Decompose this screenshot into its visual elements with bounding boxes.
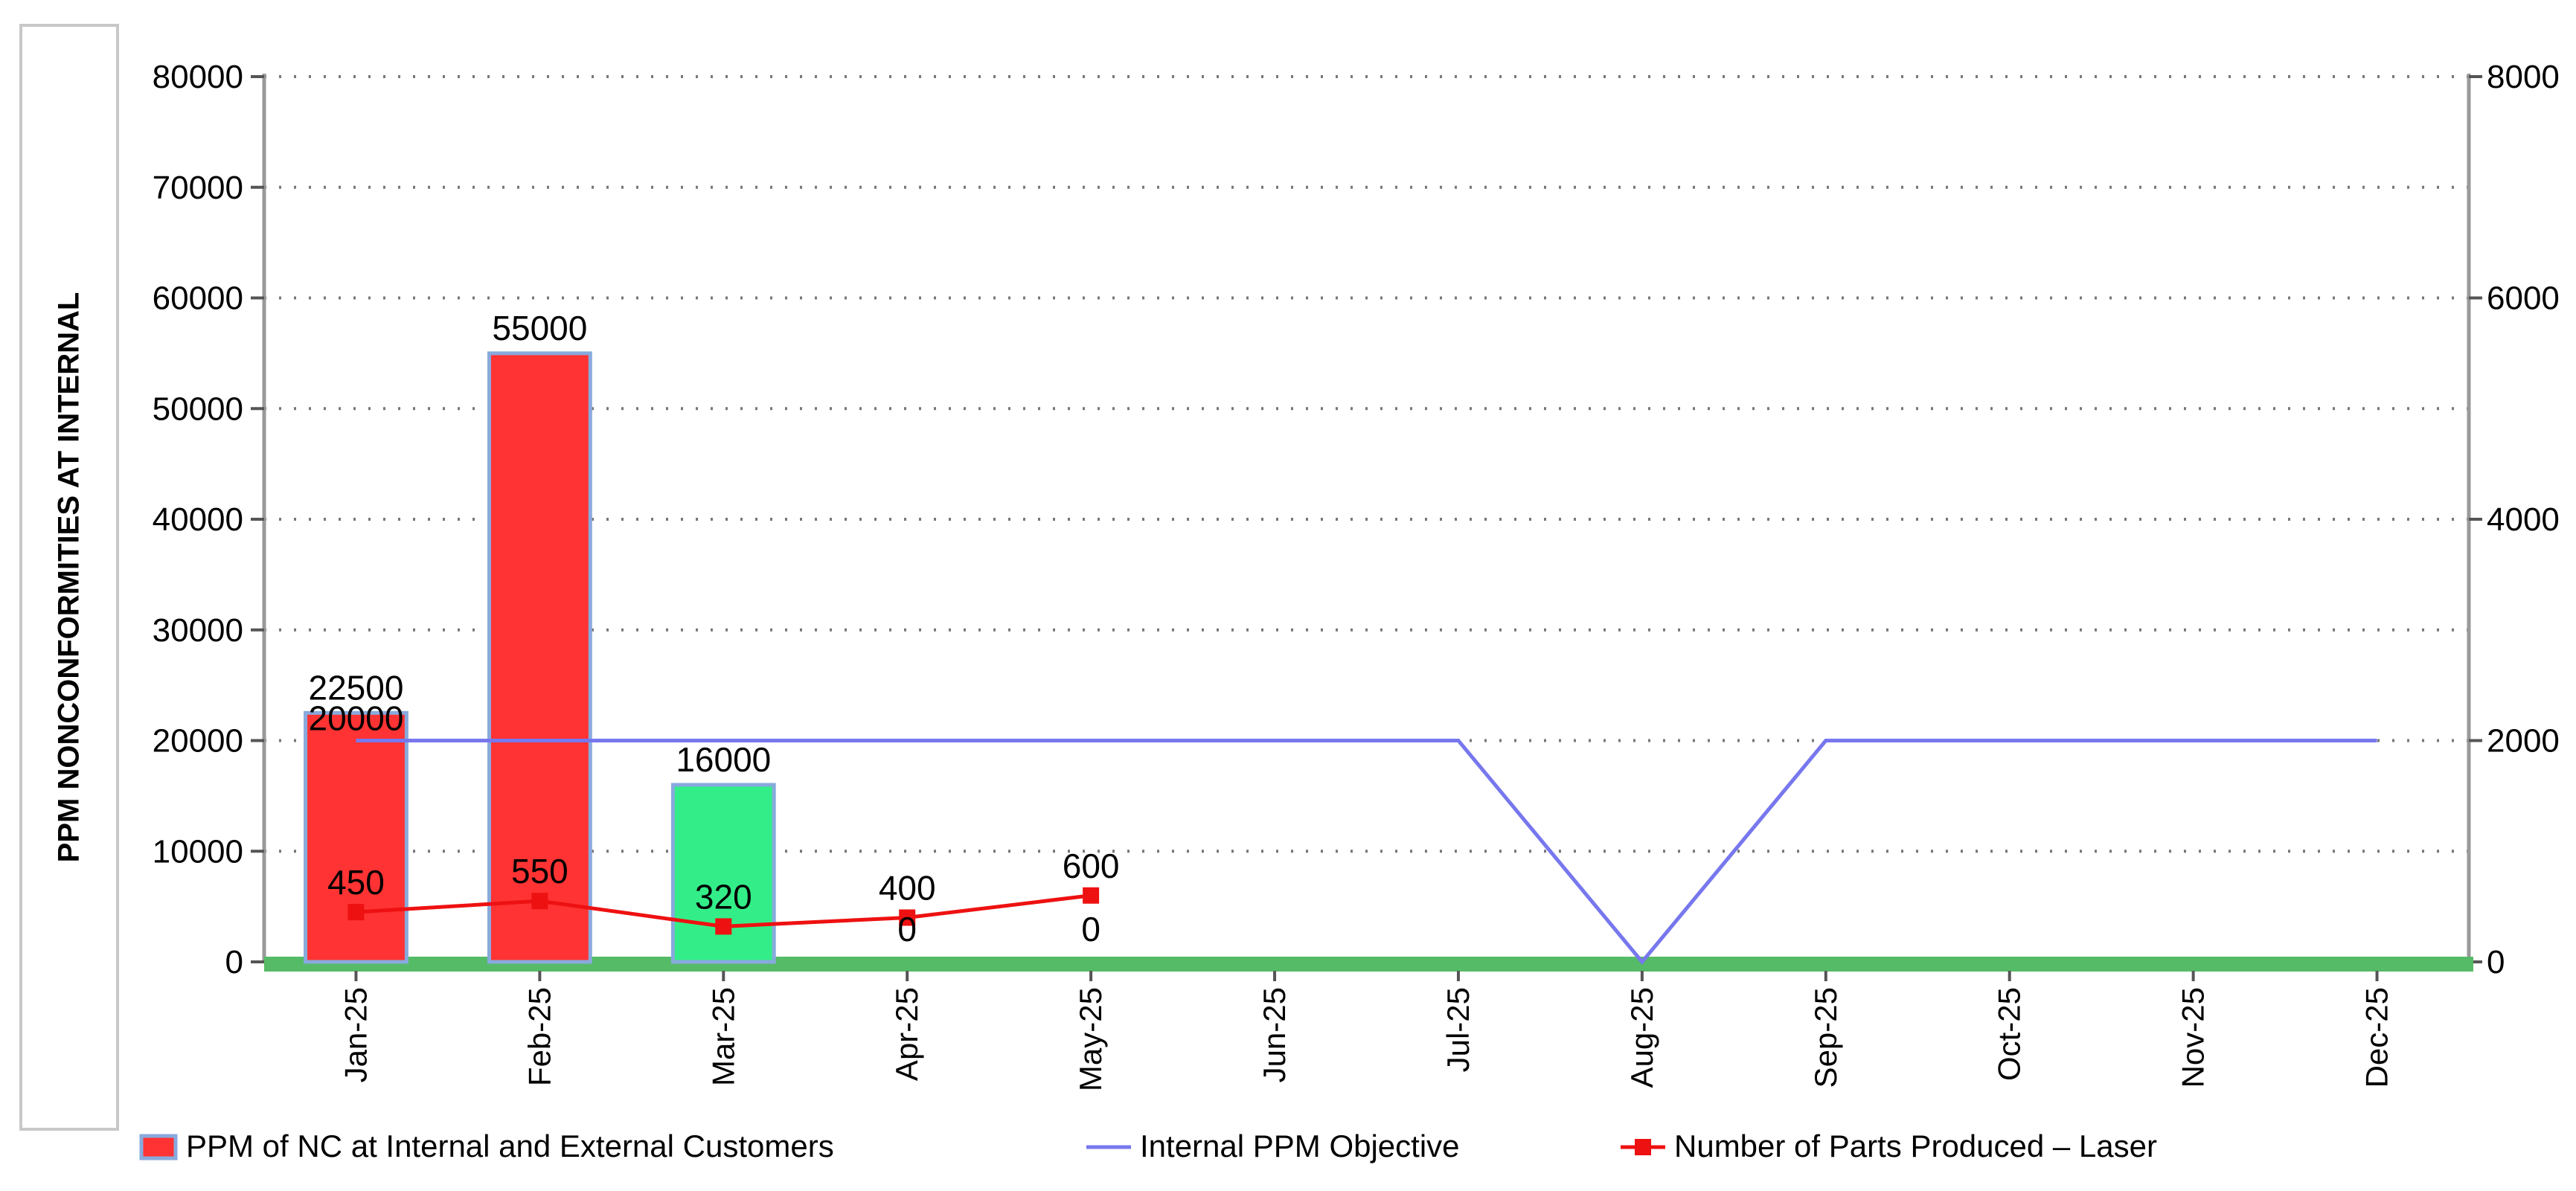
bar <box>487 351 592 964</box>
left-tick-label: 70000 <box>153 170 243 206</box>
left-tick-label: 0 <box>225 944 243 980</box>
parts-data-label: 450 <box>327 863 385 902</box>
x-tick-label: Sep-25 <box>1808 987 1843 1088</box>
bar <box>304 710 408 964</box>
legend: PPM of NC at Internal and External Custo… <box>139 1129 2157 1163</box>
bar-data-label: 0 <box>1081 910 1100 948</box>
left-tick-label: 50000 <box>153 391 243 427</box>
x-tick-label: Mar-25 <box>705 987 740 1086</box>
left-tick-label: 30000 <box>153 612 243 649</box>
legend-label: Internal PPM Objective <box>1140 1129 1460 1163</box>
series-line <box>356 739 2377 965</box>
x-tick-label: Jul-25 <box>1441 987 1476 1072</box>
left-tick-label: 40000 <box>153 501 243 538</box>
series-marker <box>715 918 732 935</box>
x-tick-label: Feb-25 <box>522 987 557 1086</box>
x-tick-label: Apr-25 <box>889 987 924 1081</box>
parts-data-label: 320 <box>695 877 752 916</box>
x-tick-label: Oct-25 <box>1992 987 2027 1081</box>
right-tick-label: 2000 <box>2487 723 2560 760</box>
bar-series <box>304 351 776 964</box>
legend-label: Number of Parts Produced – Laser <box>1674 1129 2157 1163</box>
x-tick-label: Aug-25 <box>1624 987 1659 1088</box>
series-marker <box>347 904 365 921</box>
right-tick-label: 0 <box>2487 944 2505 980</box>
x-tick-label: Nov-25 <box>2176 987 2211 1088</box>
right-tick-label: 6000 <box>2487 280 2560 317</box>
x-tick-label: May-25 <box>1073 987 1108 1091</box>
left-tick-label: 10000 <box>153 833 243 870</box>
gridlines <box>264 75 2469 853</box>
parts-data-label: 550 <box>511 852 568 890</box>
bar-data-label: 0 <box>897 910 917 948</box>
y-axis-title-box <box>19 24 119 1131</box>
bar-data-label: 55000 <box>492 309 587 347</box>
bar <box>670 783 776 964</box>
right-tick-label: 4000 <box>2487 501 2560 538</box>
x-tick-label: Jun-25 <box>1257 987 1292 1082</box>
axes <box>251 74 2482 981</box>
bar-data-label: 16000 <box>676 740 771 779</box>
left-tick-label: 20000 <box>153 723 243 760</box>
legend-swatch-marker <box>1635 1139 1651 1155</box>
tick-labels: 0100002000030000400005000060000700008000… <box>153 59 2560 1091</box>
parts-data-label: 600 <box>1063 847 1120 885</box>
objective-data-label: 20000 <box>308 699 403 738</box>
series-marker <box>899 909 916 926</box>
left-tick-label: 80000 <box>153 59 243 95</box>
bar-data-label: 22500 <box>308 668 403 707</box>
legend-label: PPM of NC at Internal and External Custo… <box>186 1129 834 1163</box>
x-tick-label: Dec-25 <box>2359 987 2394 1088</box>
series-marker <box>531 893 548 910</box>
legend-swatch-bar <box>139 1134 178 1160</box>
left-tick-label: 60000 <box>153 280 243 317</box>
series-marker <box>1083 887 1100 904</box>
x-tick-label: Jan-25 <box>338 987 373 1082</box>
line-series <box>347 739 2377 965</box>
right-tick-label: 8000 <box>2487 59 2560 95</box>
x-axis-baseline <box>264 957 2473 972</box>
parts-data-label: 400 <box>879 869 936 908</box>
data-labels: 22500 55000 16000 0 0 20000 450 550 320 400 600 <box>308 309 1119 948</box>
